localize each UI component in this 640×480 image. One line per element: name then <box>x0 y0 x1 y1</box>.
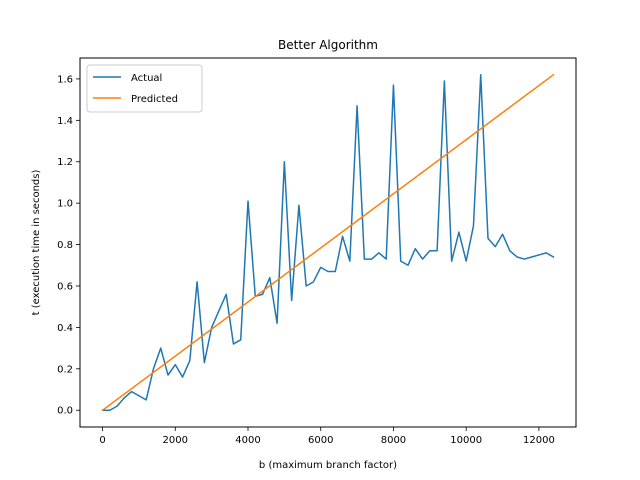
x-tick-label: 0 <box>99 435 105 446</box>
legend-label-predicted: Predicted <box>131 94 178 105</box>
x-tick-label: 2000 <box>163 435 188 446</box>
y-tick-label: 0.2 <box>57 364 73 375</box>
y-tick-label: 0.4 <box>57 323 73 334</box>
y-tick-label: 1.6 <box>57 74 73 85</box>
plot-area <box>79 57 577 428</box>
y-axis-title: t (execution time in seconds) <box>31 170 42 316</box>
axes-frame <box>79 57 577 428</box>
x-tick-label: 12000 <box>523 435 555 446</box>
x-tick-label: 10000 <box>450 435 482 446</box>
series-line-actual <box>101 74 555 411</box>
chart-title: Better Algorithm <box>278 38 378 52</box>
x-tick-label: 8000 <box>381 435 406 446</box>
x-tick-label: 6000 <box>308 435 333 446</box>
x-axis: 0 2000 4000 6000 8000 10000 12000 <box>99 427 555 446</box>
legend: Actual Predicted <box>86 64 203 113</box>
y-tick-label: 0.0 <box>57 406 73 417</box>
series-line-predicted <box>101 73 555 412</box>
y-tick-label: 1.0 <box>57 199 73 210</box>
y-tick-label: 0.6 <box>57 281 73 292</box>
y-tick-label: 1.4 <box>57 116 73 127</box>
x-axis-title: b (maximum branch factor) <box>259 460 397 471</box>
y-axis: 0.0 0.2 0.4 0.6 0.8 1.0 1.2 1.4 1.6 <box>57 74 80 417</box>
series-layer <box>101 73 555 412</box>
legend-label-actual: Actual <box>131 73 162 84</box>
x-tick-label: 4000 <box>235 435 260 446</box>
y-tick-label: 0.8 <box>57 240 73 251</box>
y-tick-label: 1.2 <box>57 157 73 168</box>
